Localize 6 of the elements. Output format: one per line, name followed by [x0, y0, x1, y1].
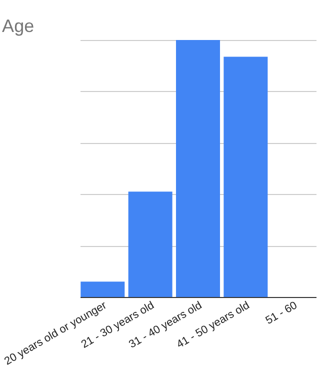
bar: [80, 282, 125, 297]
bar: [224, 56, 268, 297]
chart-title: Age: [2, 16, 34, 36]
bar: [128, 192, 172, 297]
x-tick-label: 51 - 60: [264, 300, 300, 328]
bar: [176, 40, 220, 297]
